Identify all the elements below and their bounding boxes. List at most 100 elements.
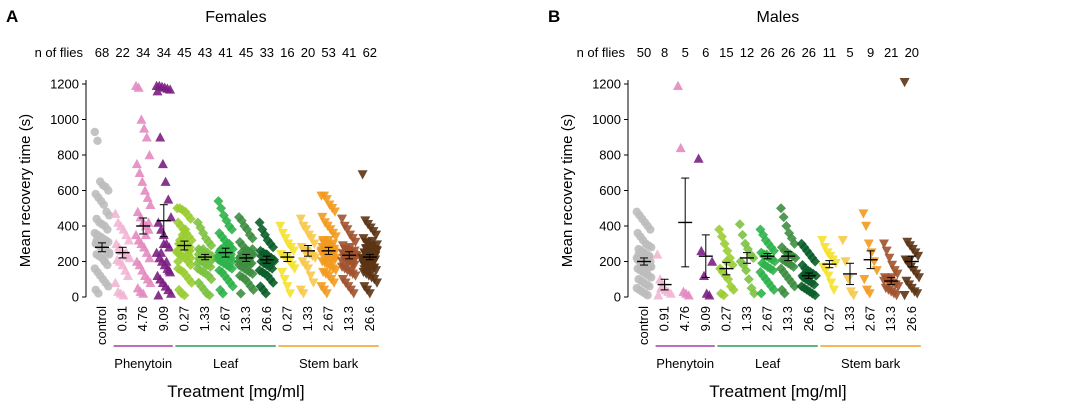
data-point	[892, 269, 903, 279]
n-of-flies-value: 5	[846, 45, 853, 60]
data-point	[285, 289, 296, 299]
data-point	[369, 251, 380, 261]
x-category-label: 26.6	[904, 306, 919, 331]
data-point	[912, 289, 923, 299]
data-point	[741, 265, 752, 276]
y-tick-label: 400	[57, 219, 79, 234]
x-category-label: 26.6	[801, 306, 816, 331]
data-point	[330, 232, 341, 242]
data-point	[145, 199, 156, 209]
group-label: Leaf	[755, 356, 781, 371]
data-point	[364, 267, 375, 277]
data-point	[707, 256, 718, 266]
data-point	[94, 289, 103, 298]
data-point	[172, 245, 183, 256]
data-point	[330, 266, 341, 276]
data-point	[282, 282, 293, 292]
data-point	[164, 242, 175, 252]
x-category-label: 1.33	[197, 306, 212, 331]
data-point	[371, 230, 382, 240]
data-point	[673, 80, 683, 91]
data-point	[206, 274, 217, 285]
group-label: Leaf	[213, 356, 239, 371]
data-point	[141, 132, 152, 142]
data-point	[318, 237, 329, 247]
group-label: Stem bark	[841, 356, 901, 371]
data-point	[323, 235, 334, 246]
data-point	[778, 212, 789, 223]
data-point	[93, 136, 102, 145]
data-point	[103, 225, 112, 234]
data-point	[136, 114, 147, 124]
data-point	[861, 221, 872, 231]
data-point	[881, 246, 892, 256]
n-of-flies-value: 45	[239, 45, 253, 60]
data-point	[306, 234, 317, 244]
data-point	[118, 290, 129, 300]
data-point	[104, 186, 113, 195]
x-category-label: 2.67	[863, 306, 878, 331]
x-category-label: 1.33	[300, 306, 315, 331]
data-point	[350, 271, 361, 281]
data-point	[329, 278, 339, 288]
data-point	[769, 256, 780, 267]
data-point	[743, 274, 754, 285]
data-point	[153, 290, 164, 300]
x-axis-label: Treatment [mg/ml]	[167, 382, 304, 401]
n-of-flies-value: 8	[661, 45, 668, 60]
y-tick-label: 1200	[50, 77, 79, 92]
data-point	[321, 289, 332, 299]
x-category-label: control	[636, 306, 651, 345]
data-point	[893, 282, 904, 292]
x-category-label: 9.09	[156, 306, 171, 331]
n-of-flies-value: 20	[301, 45, 315, 60]
n-of-flies-value: 43	[198, 45, 212, 60]
data-point	[655, 274, 666, 284]
n-of-flies-value: 6	[702, 45, 709, 60]
data-point	[647, 243, 656, 252]
data-point	[138, 288, 149, 298]
data-point	[143, 217, 154, 227]
data-point	[226, 263, 237, 274]
x-category-label: control	[94, 306, 109, 345]
data-point	[347, 260, 358, 271]
data-point	[372, 240, 382, 250]
data-point	[647, 273, 656, 282]
n-of-flies-value: 16	[280, 45, 294, 60]
n-of-flies-value: 34	[136, 45, 150, 60]
data-point	[810, 290, 821, 301]
x-category-label: 13.3	[883, 306, 898, 331]
data-point	[161, 256, 172, 266]
data-point	[321, 195, 332, 205]
data-point	[261, 249, 272, 260]
y-tick-label: 600	[599, 183, 621, 198]
data-point	[152, 86, 163, 96]
data-point	[913, 251, 924, 262]
group-label: Phenytoin	[656, 356, 714, 371]
data-point	[186, 277, 197, 288]
n-of-flies-value: 22	[115, 45, 129, 60]
data-point	[899, 290, 910, 301]
y-tick-label: 0	[72, 290, 79, 305]
data-point	[639, 248, 649, 257]
data-point	[809, 279, 820, 290]
n-of-flies-value: 50	[637, 45, 651, 60]
y-tick-label: 800	[57, 148, 79, 163]
data-point	[90, 127, 100, 137]
data-point	[840, 257, 851, 267]
data-point	[887, 260, 898, 271]
data-point	[699, 270, 709, 280]
data-point	[329, 207, 340, 217]
data-point	[139, 123, 150, 133]
y-tick-label: 600	[57, 183, 79, 198]
panel-letter: B	[548, 7, 560, 26]
data-point	[643, 291, 652, 300]
chart-title: Females	[205, 9, 266, 26]
data-point	[134, 167, 145, 177]
data-point	[185, 260, 196, 271]
n-of-flies-value: 12	[740, 45, 754, 60]
n-of-flies-value: 33	[260, 45, 274, 60]
data-point	[642, 266, 651, 275]
data-point	[369, 263, 380, 273]
